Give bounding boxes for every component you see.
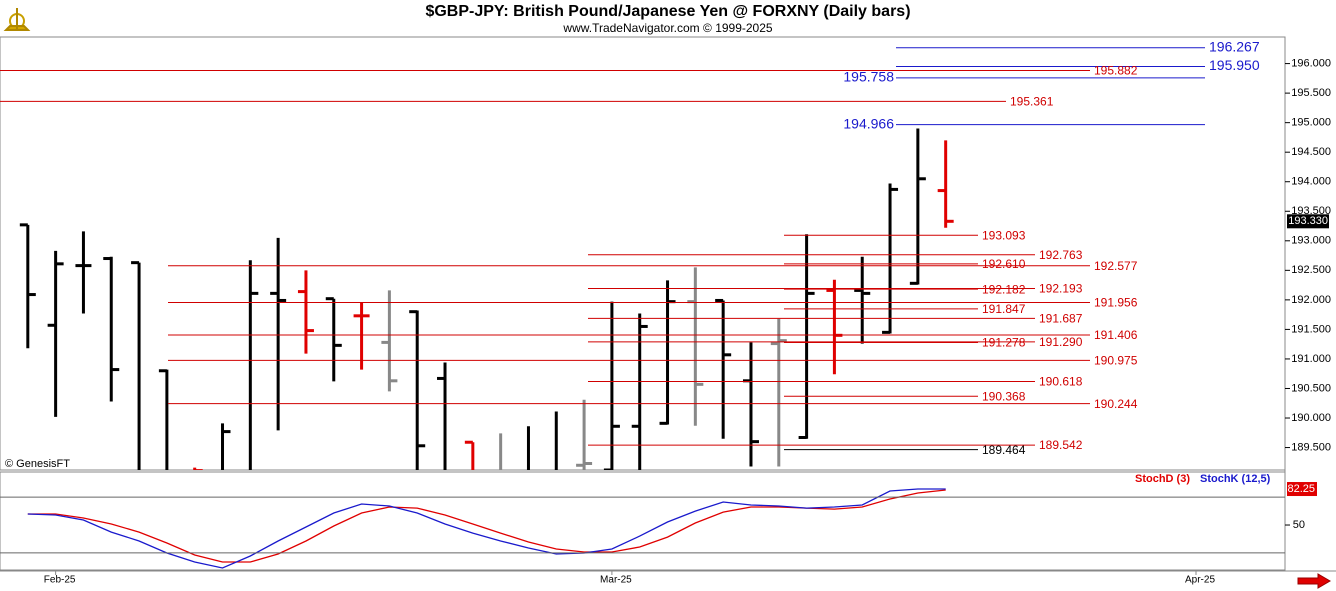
level-label: 189.542 bbox=[1039, 438, 1083, 452]
level-label: 195.882 bbox=[1094, 64, 1138, 78]
y-tick-label: 191.500 bbox=[1291, 323, 1331, 335]
legend-entry: StochD (3) bbox=[1135, 473, 1190, 485]
x-tick-label: Mar-25 bbox=[600, 575, 632, 586]
y-tick-label: 190.500 bbox=[1291, 382, 1331, 394]
stoch-plot bbox=[27, 488, 946, 569]
price-panel bbox=[0, 36, 1286, 471]
level-label: 195.950 bbox=[1209, 57, 1260, 73]
level-label: 190.975 bbox=[1094, 354, 1138, 368]
y-tick-label: 50 bbox=[1293, 519, 1305, 531]
level-label: 190.244 bbox=[1094, 397, 1138, 411]
level-label: 195.758 bbox=[843, 69, 894, 85]
logo bbox=[3, 8, 31, 31]
level-label: 191.956 bbox=[1094, 296, 1138, 310]
y-tick-label: 194.000 bbox=[1291, 176, 1331, 188]
y-tick-label: 191.000 bbox=[1291, 353, 1331, 365]
y-tick-label: 193.000 bbox=[1291, 235, 1331, 247]
chart-title: $GBP-JPY: British Pound/Japanese Yen @ F… bbox=[425, 3, 910, 20]
y-tick-label: 195.500 bbox=[1291, 87, 1331, 99]
y-tick-label: 195.000 bbox=[1291, 117, 1331, 129]
y-tick-label: 196.000 bbox=[1291, 57, 1331, 69]
level-label: 192.193 bbox=[1039, 282, 1083, 296]
y-tick-label: 190.000 bbox=[1291, 412, 1331, 424]
stoch-panel bbox=[0, 471, 1286, 571]
last-value-box bbox=[1287, 482, 1317, 497]
level-label: 191.278 bbox=[982, 336, 1026, 350]
x-tick-label: Apr-25 bbox=[1185, 575, 1215, 586]
scroll-arrow[interactable] bbox=[1297, 573, 1331, 589]
x-tick-label: Feb-25 bbox=[44, 575, 76, 586]
y-tick-label: 192.000 bbox=[1291, 294, 1331, 306]
last-value-label: 82.25 bbox=[1287, 483, 1315, 495]
stoch-line bbox=[27, 488, 946, 569]
y-tick-label: 193.500 bbox=[1291, 205, 1331, 217]
level-label: 191.290 bbox=[1039, 335, 1083, 349]
annotation: © GenesisFT bbox=[5, 458, 70, 470]
level-label: 193.093 bbox=[982, 228, 1026, 242]
price-plot bbox=[19, 128, 954, 470]
level-label: 194.966 bbox=[843, 115, 894, 131]
level-label: 196.267 bbox=[1209, 39, 1260, 55]
level-label: 192.610 bbox=[982, 257, 1026, 271]
y-tick-label: 194.500 bbox=[1291, 146, 1331, 158]
last-price-box bbox=[1287, 214, 1329, 229]
y-tick-label: 192.500 bbox=[1291, 264, 1331, 276]
y-tick-label: 189.500 bbox=[1291, 441, 1331, 453]
level-label: 191.847 bbox=[982, 302, 1026, 316]
level-label: 189.464 bbox=[982, 443, 1026, 457]
level-label: 192.763 bbox=[1039, 248, 1083, 262]
level-label: 190.618 bbox=[1039, 375, 1083, 389]
last-price-label: 193.330 bbox=[1288, 215, 1328, 227]
level-label: 192.182 bbox=[982, 282, 1026, 296]
level-label: 192.577 bbox=[1094, 259, 1138, 273]
level-label: 195.361 bbox=[1010, 95, 1054, 109]
level-label: 191.687 bbox=[1039, 312, 1083, 326]
level-label: 191.406 bbox=[1094, 328, 1138, 342]
chart-subtitle: www.TradeNavigator.com © 1999-2025 bbox=[562, 21, 772, 35]
legend-entry: StochK (12,5) bbox=[1200, 473, 1271, 485]
level-label: 190.368 bbox=[982, 389, 1026, 403]
